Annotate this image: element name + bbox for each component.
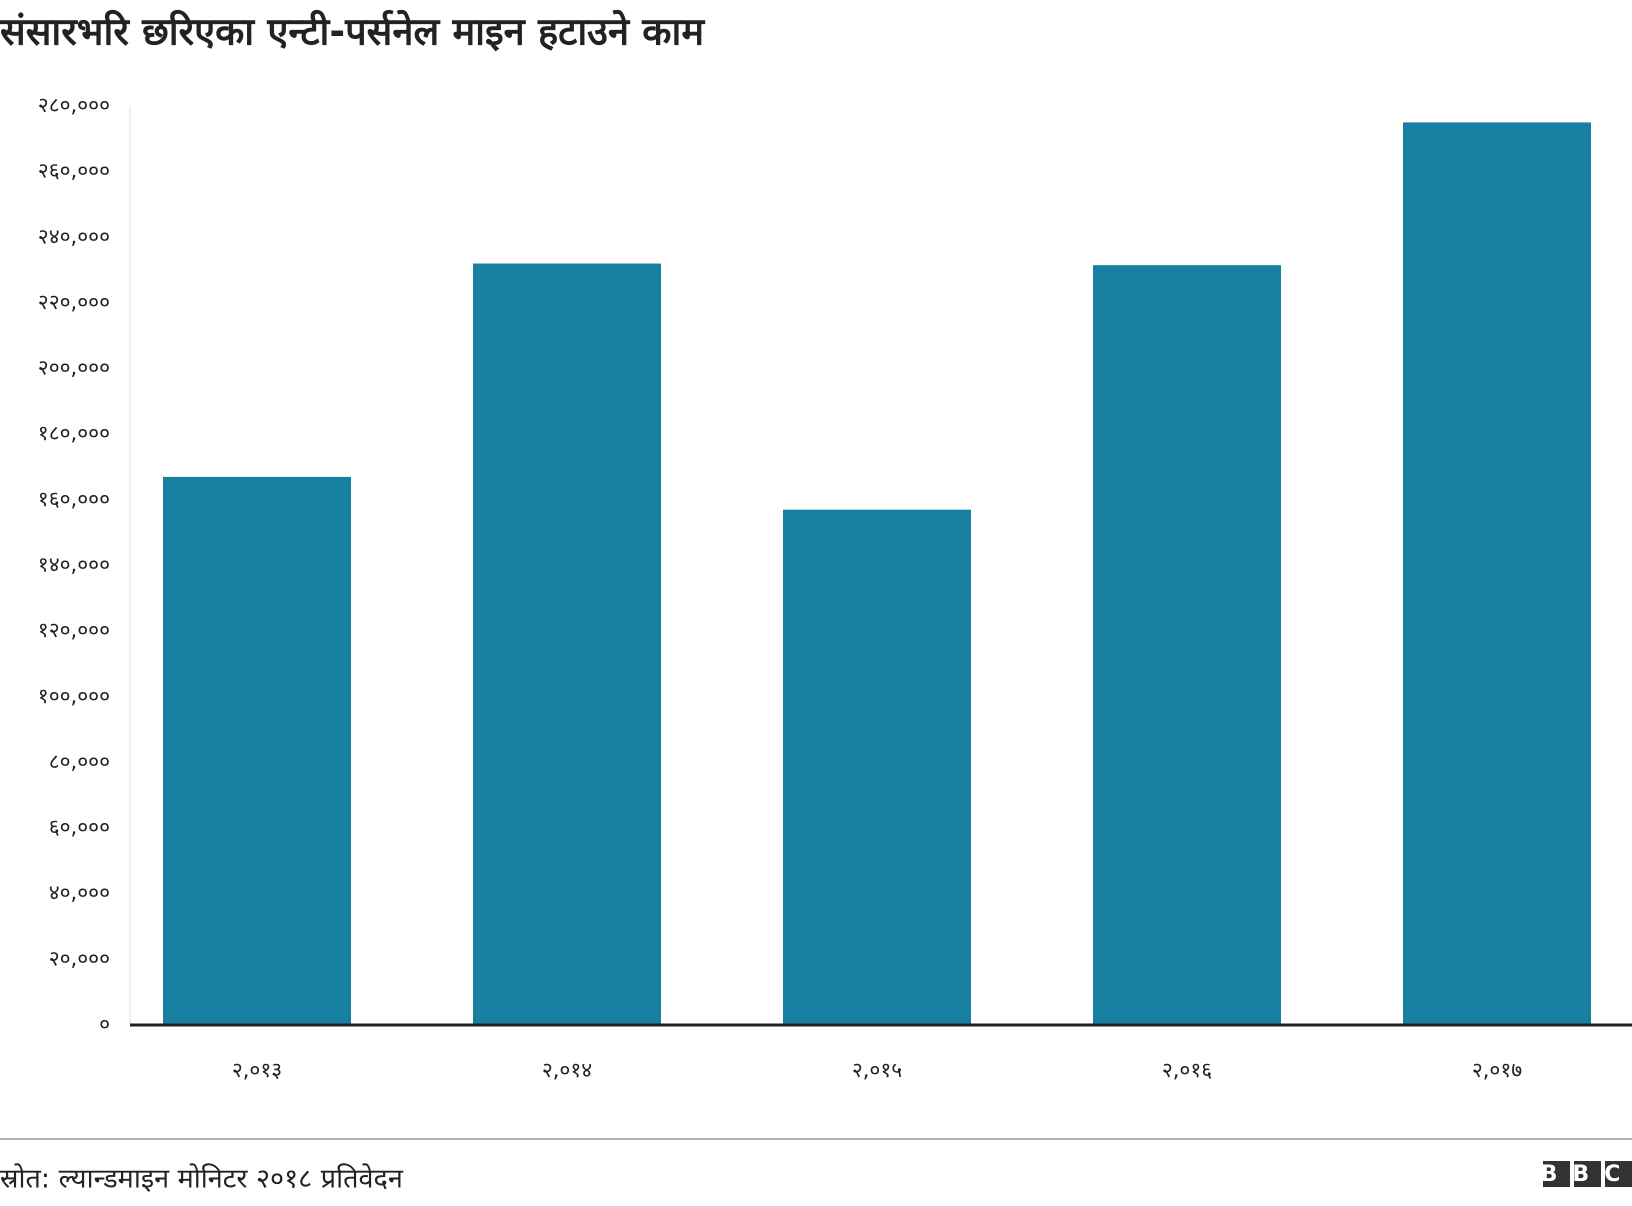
y-tick-label: ४०,००० [49, 881, 110, 905]
logo-text: BBC [1541, 1162, 1632, 1187]
y-tick-label: २८०,००० [38, 93, 110, 117]
logo-block [1574, 1161, 1601, 1187]
bar [1093, 265, 1281, 1025]
y-tick-label: २००,००० [38, 356, 110, 380]
y-tick-label: २४०,००० [38, 224, 110, 248]
logo-block [1543, 1161, 1570, 1187]
y-tick-label: ८०,००० [49, 749, 110, 773]
x-tick-label: २,०१४ [542, 1058, 592, 1082]
bar [1403, 122, 1591, 1026]
y-tick-label: १००,००० [38, 684, 110, 708]
y-tick-label: ० [99, 1012, 110, 1036]
x-tick-label: २,०१३ [232, 1058, 282, 1082]
bar [783, 509, 971, 1025]
x-tick-label: २,०१७ [1472, 1058, 1522, 1082]
y-tick-label: १८०,००० [38, 421, 110, 445]
y-tick-label: ६०,००० [49, 815, 110, 839]
chart-title: संसारभरि छरिएका एन्टी-पर्सनेल माइन हटाउन… [0, 10, 705, 54]
x-tick-label: २,०१६ [1162, 1058, 1212, 1082]
y-tick-label: १४०,००० [38, 553, 110, 577]
logo-block [1605, 1161, 1632, 1187]
logo: BBC [1541, 1161, 1632, 1187]
y-tick-label: २२०,००० [38, 290, 110, 314]
y-tick-label: २६०,००० [38, 159, 110, 183]
y-tick-label: १२०,००० [38, 618, 110, 642]
y-tick-label: २०,००० [49, 946, 110, 970]
source-note: स्रोत: ल्यान्डमाइन मोनिटर २०१८ प्रतिवेदन [0, 1163, 404, 1195]
bar [163, 476, 351, 1025]
x-tick-label: २,०१५ [852, 1058, 902, 1082]
bar [473, 263, 661, 1025]
y-tick-label: १६०,००० [38, 487, 110, 511]
